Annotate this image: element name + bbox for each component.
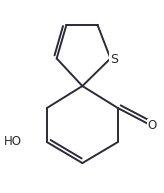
Text: O: O xyxy=(148,119,157,132)
Text: S: S xyxy=(110,53,118,66)
Text: HO: HO xyxy=(4,135,21,148)
